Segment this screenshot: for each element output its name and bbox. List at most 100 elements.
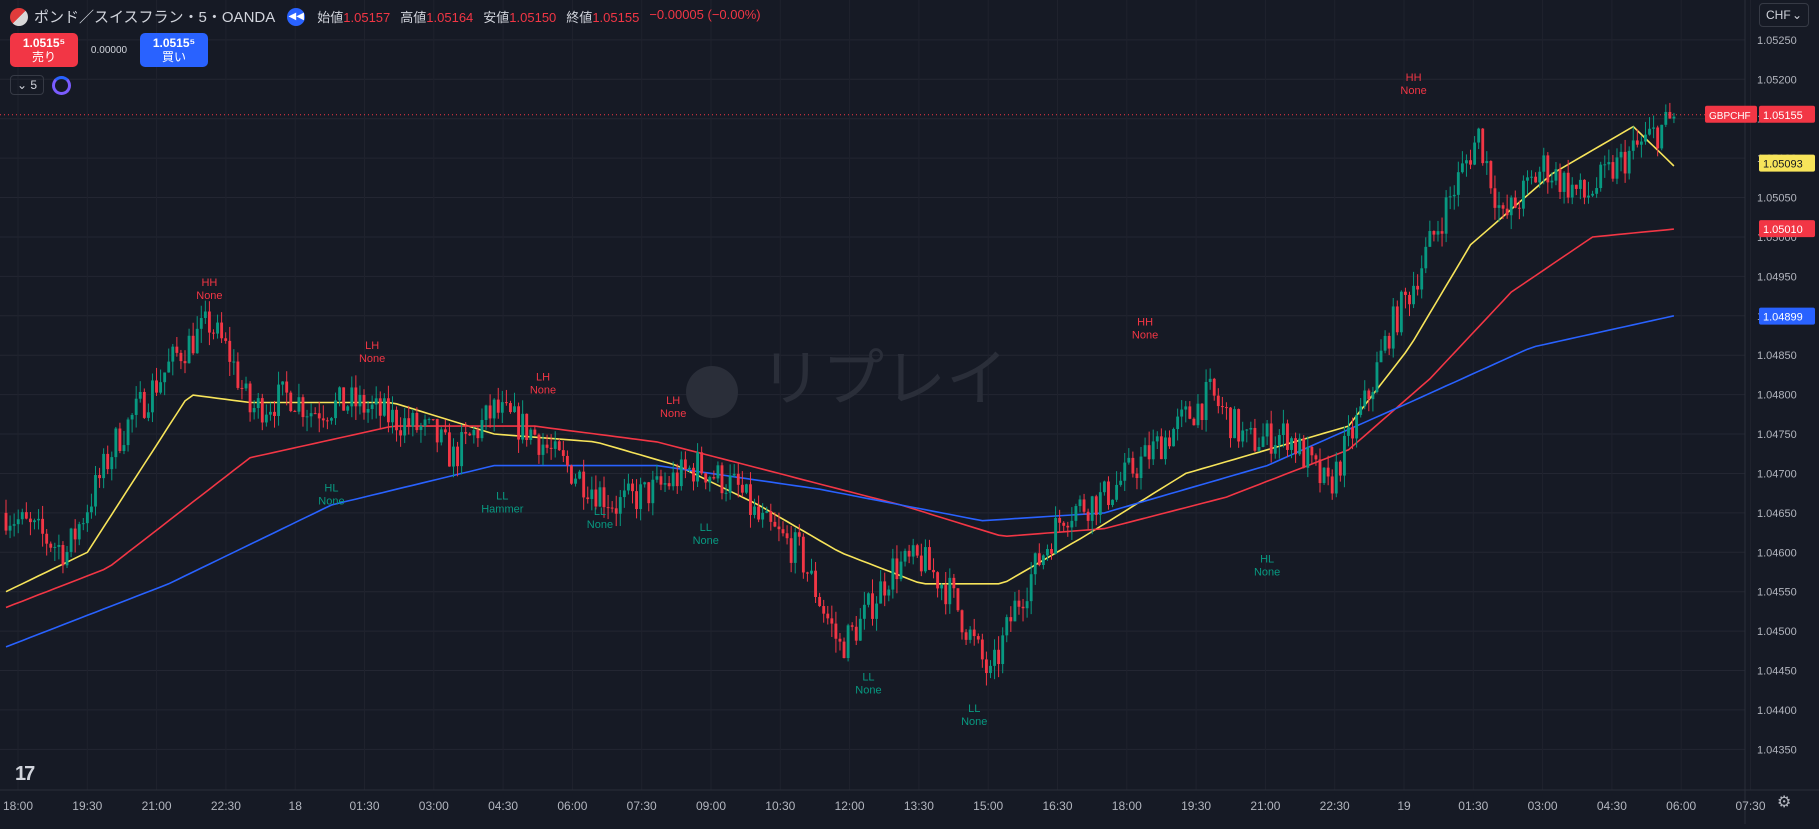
moving-averages: [5, 125, 1675, 648]
candle-body: [525, 413, 529, 441]
candle-body: [537, 434, 541, 455]
candle-body: [439, 429, 443, 443]
candle-body: [1546, 155, 1550, 183]
candle-body: [732, 473, 736, 476]
candle-body: [1302, 438, 1306, 468]
candle-body: [456, 446, 459, 467]
candle-body: [976, 636, 980, 640]
candle-body: [1521, 180, 1525, 209]
candle-body: [997, 649, 1001, 665]
candle-body: [386, 398, 390, 423]
candle-body: [761, 512, 765, 520]
candle-body: [1107, 481, 1110, 506]
candle-body: [1379, 350, 1383, 363]
candle-body: [155, 380, 158, 393]
candle-body: [871, 593, 874, 619]
candle-body: [138, 391, 142, 399]
sell-button[interactable]: 1.0515⁵ 売り: [10, 33, 78, 67]
candle-body: [1216, 395, 1220, 407]
replay-icon[interactable]: ◀◀: [287, 7, 306, 26]
candle-body: [146, 412, 150, 418]
x-tick-label: 03:00: [419, 799, 449, 813]
y-tick-label: 1.04700: [1757, 468, 1797, 480]
candle-body: [1587, 195, 1590, 198]
candle-body: [1196, 403, 1200, 426]
candle-body: [297, 397, 301, 412]
candle-body: [846, 625, 850, 659]
candle-body: [1465, 160, 1468, 164]
candle-body: [1334, 461, 1338, 494]
candle-body: [956, 588, 960, 611]
change-value: −0.00005 (−0.00%): [649, 7, 761, 22]
candle-body: [317, 413, 321, 419]
candle-body: [1078, 499, 1082, 507]
candle-body: [504, 402, 508, 404]
candle-body: [724, 492, 728, 494]
candle-body: [1188, 406, 1192, 419]
candle-body: [81, 523, 85, 525]
candle-body: [427, 419, 431, 421]
candle-body: [1151, 441, 1155, 460]
candle-body: [875, 603, 879, 619]
price-axis: 1.052501.052001.051501.051001.050501.050…: [1757, 35, 1797, 756]
candle-body: [1143, 445, 1147, 457]
symbol-title[interactable]: ポンド／スイスフラン・5・OANDA: [34, 9, 276, 26]
candle-body: [655, 476, 659, 480]
candle-body: [53, 546, 57, 548]
candle-body: [106, 453, 110, 470]
candle-body: [659, 476, 663, 485]
buy-button[interactable]: 1.0515⁵ 買い: [140, 33, 208, 67]
pivot-label-text: HH: [1137, 316, 1153, 328]
candle-body: [1253, 427, 1257, 451]
candle-body: [1249, 427, 1253, 430]
candle-body: [65, 551, 69, 566]
candle-body: [891, 558, 895, 590]
candle-body: [1322, 467, 1326, 484]
candle-body: [635, 491, 638, 510]
pivot-label-text: None: [318, 495, 344, 507]
candle-body: [1290, 438, 1293, 450]
candle-body: [586, 497, 590, 500]
candle-body: [1497, 205, 1501, 208]
candle-body: [1448, 196, 1452, 198]
candle-body: [553, 441, 557, 449]
candle-body: [1273, 445, 1277, 454]
candle-body: [1090, 496, 1094, 521]
candle-body: [1460, 163, 1464, 173]
candle-body: [854, 626, 858, 641]
sell-price: 1.0515⁵: [22, 36, 66, 50]
currency-selector[interactable]: CHF ⌄: [1759, 3, 1809, 27]
gear-icon[interactable]: ⚙: [1777, 794, 1792, 811]
candle-body: [1644, 134, 1647, 142]
candle-body: [1005, 617, 1009, 636]
candle-body: [1330, 476, 1334, 494]
candle-body: [1534, 176, 1538, 183]
candle-body: [224, 338, 228, 341]
indicators-toggle[interactable]: ⌄ 5: [10, 75, 45, 95]
candle-body: [1086, 511, 1090, 521]
candle-body: [252, 408, 256, 413]
candle-body: [468, 433, 472, 436]
candle-body: [1119, 480, 1123, 485]
pivot-label-text: None: [693, 535, 719, 547]
candle-body: [895, 558, 899, 580]
candle-body: [90, 506, 93, 513]
candle-body: [1204, 381, 1208, 421]
candle-body: [1611, 162, 1615, 179]
candle-body: [1371, 392, 1375, 400]
candle-body: [1286, 423, 1289, 450]
y-tick-label: 1.04600: [1757, 547, 1797, 559]
candle-body: [28, 518, 32, 523]
candle-body: [1526, 177, 1529, 181]
candle-body: [382, 398, 386, 416]
candle-body: [688, 467, 691, 470]
candle-body: [541, 444, 545, 455]
candle-body: [33, 520, 36, 523]
candle-body: [696, 452, 700, 482]
tradingview-logo[interactable]: 17: [15, 763, 35, 785]
